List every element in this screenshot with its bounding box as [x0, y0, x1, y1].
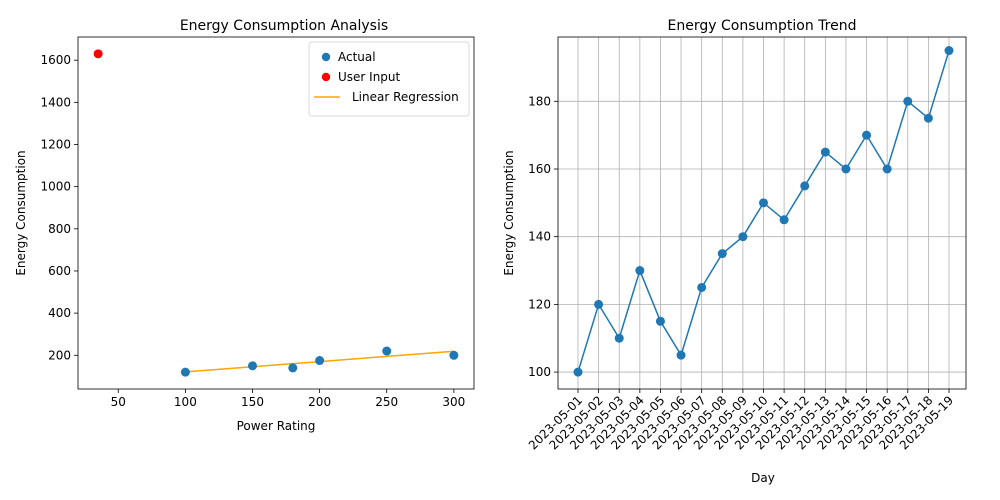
actual-point [449, 350, 459, 360]
x-tick-label: 250 [375, 395, 398, 409]
left-y-ticks: 200 400 600 800 1000 1200 1400 1600 [40, 53, 78, 362]
trend-point [800, 181, 810, 191]
y-tick-label: 160 [528, 162, 551, 176]
legend-box [308, 41, 470, 117]
legend-user-input-label: User Input [338, 70, 401, 84]
left-chart-title: Energy Consumption Analysis [180, 18, 388, 34]
line-chart-panel: Energy Consumption Trend 2023-05-012023-… [502, 18, 967, 485]
trend-point [697, 282, 707, 292]
x-tick-label: 200 [308, 395, 331, 409]
trend-point [717, 249, 727, 259]
trend-point [573, 367, 583, 377]
trend-point [655, 316, 665, 326]
y-tick-label: 120 [528, 297, 551, 311]
right-y-axis-label: Energy Consumption [502, 150, 516, 275]
actual-point [248, 361, 258, 371]
trend-point [944, 46, 954, 56]
actual-point [382, 346, 392, 356]
x-tick-label: 100 [174, 395, 197, 409]
trend-point [820, 147, 830, 157]
actual-point [180, 367, 190, 377]
legend-regression-label: Linear Regression [352, 90, 459, 104]
y-tick-label: 1400 [40, 95, 71, 109]
right-y-ticks: 100 120 140 160 180 [528, 94, 558, 379]
actual-point [315, 356, 325, 366]
right-plot-frame [557, 36, 967, 390]
y-tick-label: 100 [528, 365, 551, 379]
left-y-axis-label: Energy Consumption [14, 150, 28, 275]
trend-point [923, 113, 933, 123]
user-input-point [93, 49, 103, 59]
left-legend: Actual User Input Linear Regression [308, 41, 470, 117]
trend-point [676, 350, 686, 360]
left-plot-frame [77, 36, 475, 390]
trend-point [738, 232, 748, 242]
legend-user-input-marker [321, 72, 331, 82]
regression-line [185, 350, 454, 373]
trend-point [614, 333, 624, 343]
right-marks [573, 46, 954, 377]
left-x-axis-label: Power Rating [237, 419, 316, 433]
trend-point [779, 215, 789, 225]
x-tick-label: 300 [442, 395, 465, 409]
trend-point [882, 164, 892, 174]
trend-point [903, 96, 913, 106]
x-tick-label: 150 [241, 395, 264, 409]
y-tick-label: 600 [48, 264, 71, 278]
left-x-ticks: 50 100 150 200 250 300 [111, 389, 465, 409]
y-tick-label: 200 [48, 348, 71, 362]
right-chart-title: Energy Consumption Trend [668, 18, 857, 34]
y-tick-label: 1000 [40, 180, 71, 194]
left-marks [93, 49, 459, 377]
right-x-ticks: 2023-05-012023-05-022023-05-032023-05-04… [526, 389, 956, 452]
legend-actual-label: Actual [338, 50, 376, 64]
x-tick-label: 50 [111, 395, 126, 409]
y-tick-label: 400 [48, 306, 71, 320]
y-tick-label: 140 [528, 230, 551, 244]
legend-actual-marker [321, 52, 331, 62]
y-tick-label: 1600 [40, 53, 71, 67]
trend-point [841, 164, 851, 174]
y-tick-label: 180 [528, 94, 551, 108]
trend-point [862, 130, 872, 140]
trend-point [594, 299, 604, 309]
right-x-axis-label: Day [751, 471, 775, 485]
scatter-chart-panel: Energy Consumption Analysis 50 100 150 200 2… [14, 18, 475, 433]
right-grid [558, 37, 966, 389]
y-tick-label: 800 [48, 222, 71, 236]
y-tick-label: 1200 [40, 137, 71, 151]
actual-point [288, 363, 298, 373]
trend-point [635, 266, 645, 276]
trend-point [759, 198, 768, 208]
